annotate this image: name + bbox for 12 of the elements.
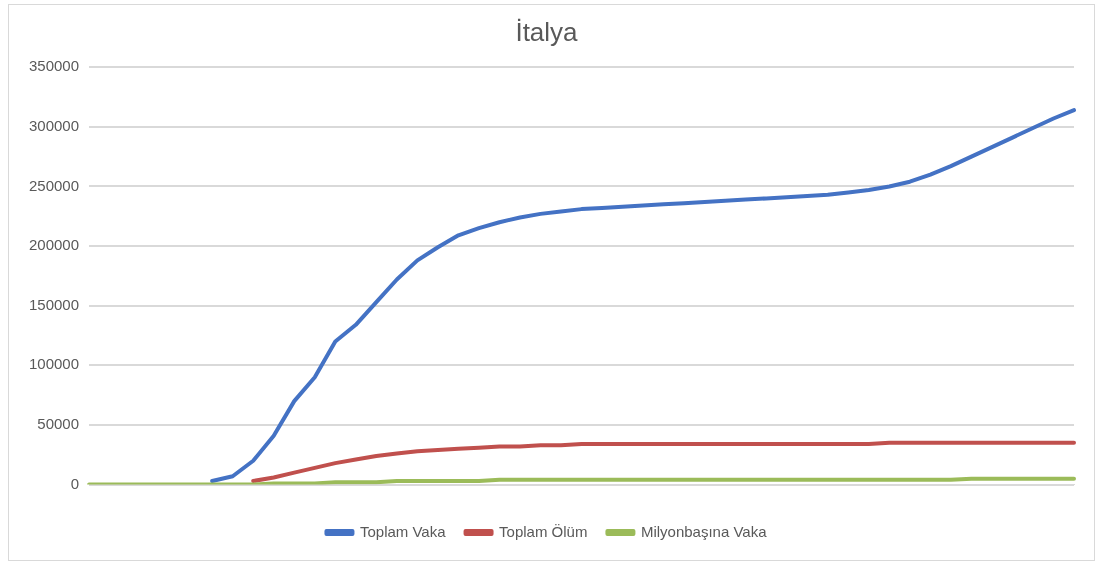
chart-title: İtalya: [515, 16, 579, 47]
y-tick-label: 0: [70, 474, 80, 492]
legend-label: Toplam Vaka: [359, 522, 447, 540]
y-tick-label: 100000: [28, 355, 80, 373]
y-tick-label: 300000: [28, 116, 80, 134]
y-tick-label: 350000: [28, 57, 80, 75]
legend-label: Milyonbaşına Vaka: [640, 522, 768, 540]
y-tick-label: 50000: [37, 415, 80, 433]
legend-label: Toplam Ölüm: [499, 522, 588, 540]
y-tick-label: 150000: [28, 295, 80, 313]
y-tick-label: 250000: [28, 176, 80, 194]
y-tick-label: 200000: [28, 236, 80, 254]
